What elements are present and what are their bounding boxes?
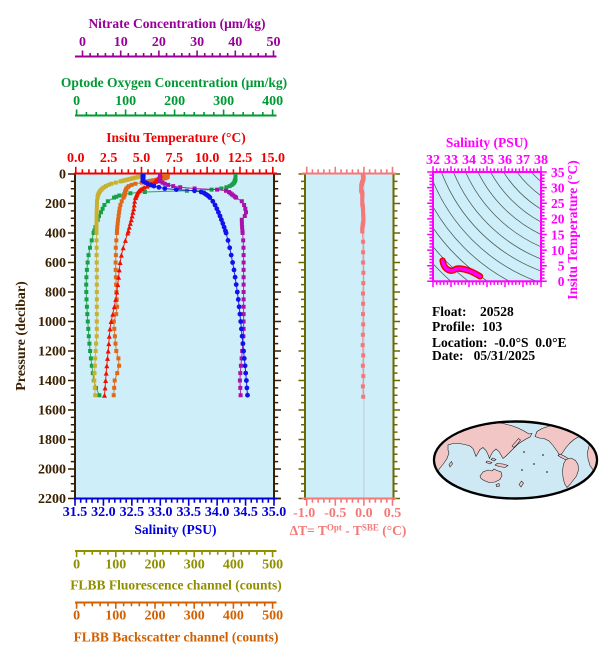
svg-text:Float: 20528: Float: 20528 [432, 304, 514, 319]
svg-text:400: 400 [262, 94, 283, 109]
svg-text:0: 0 [73, 558, 80, 573]
svg-text:20: 20 [551, 212, 565, 227]
svg-text:15.0: 15.0 [261, 151, 286, 166]
svg-text:Salinity (PSU): Salinity (PSU) [446, 135, 528, 150]
svg-text:34: 34 [462, 153, 476, 168]
svg-text:50: 50 [267, 35, 281, 50]
svg-text:0: 0 [73, 609, 80, 624]
svg-text:0: 0 [73, 94, 80, 109]
svg-text:100: 100 [115, 94, 136, 109]
svg-text:25: 25 [551, 196, 565, 211]
svg-text:33.0: 33.0 [148, 505, 173, 520]
svg-text:200: 200 [145, 609, 166, 624]
svg-text:1000: 1000 [38, 315, 66, 330]
svg-text:200: 200 [145, 558, 166, 573]
svg-text:31.5: 31.5 [63, 505, 88, 520]
svg-text:500: 500 [262, 558, 283, 573]
svg-text:400: 400 [223, 609, 244, 624]
svg-text:5.0: 5.0 [133, 151, 151, 166]
svg-text:1200: 1200 [38, 345, 66, 360]
svg-text:7.5: 7.5 [166, 151, 184, 166]
svg-text:10.0: 10.0 [195, 151, 220, 166]
svg-text:ΔT= TOpt - TSBE (°C): ΔT= TOpt - TSBE (°C) [290, 523, 407, 539]
svg-text:2000: 2000 [38, 463, 66, 478]
svg-text:Location: -0.0°S 0.0°E: Location: -0.0°S 0.0°E [432, 335, 567, 350]
svg-text:0.5: 0.5 [384, 506, 402, 521]
svg-text:10: 10 [551, 243, 565, 258]
svg-text:400: 400 [223, 558, 244, 573]
svg-text:Insitu Temperature (°C): Insitu Temperature (°C) [565, 160, 580, 299]
svg-text:300: 300 [184, 609, 205, 624]
svg-text:2.5: 2.5 [100, 151, 118, 166]
svg-text:12.5: 12.5 [228, 151, 253, 166]
svg-text:33: 33 [444, 153, 458, 168]
svg-text:20: 20 [152, 35, 166, 50]
svg-text:1400: 1400 [38, 374, 66, 389]
svg-text:200: 200 [164, 94, 185, 109]
svg-text:15: 15 [551, 227, 565, 242]
svg-text:FLBB Fluorescence channel (cou: FLBB Fluorescence channel (counts) [70, 578, 282, 593]
svg-text:35.0: 35.0 [262, 505, 287, 520]
svg-text:38: 38 [534, 153, 548, 168]
svg-text:34.0: 34.0 [205, 505, 230, 520]
svg-text:0.0: 0.0 [67, 151, 85, 166]
svg-text:36: 36 [498, 153, 512, 168]
svg-text:200: 200 [45, 197, 66, 212]
svg-text:Date: 05/31/2025: Date: 05/31/2025 [432, 348, 535, 363]
svg-text:2200: 2200 [38, 492, 66, 507]
svg-text:Nitrate Concentration (μm/kg): Nitrate Concentration (μm/kg) [88, 16, 265, 31]
svg-text:100: 100 [105, 609, 126, 624]
svg-text:30: 30 [190, 35, 204, 50]
svg-text:32.0: 32.0 [91, 505, 116, 520]
svg-text:5: 5 [558, 259, 565, 274]
svg-text:10: 10 [114, 35, 128, 50]
svg-text:-1.0: -1.0 [293, 506, 315, 521]
svg-text:600: 600 [45, 256, 66, 271]
svg-text:800: 800 [45, 286, 66, 301]
svg-text:Salinity (PSU): Salinity (PSU) [134, 522, 216, 537]
svg-text:30: 30 [551, 180, 565, 195]
svg-text:0.0: 0.0 [355, 506, 373, 521]
svg-text:0: 0 [79, 35, 86, 50]
svg-text:400: 400 [45, 227, 66, 242]
svg-text:33.5: 33.5 [176, 505, 201, 520]
svg-text:0: 0 [558, 274, 565, 289]
svg-text:-0.5: -0.5 [324, 506, 346, 521]
svg-text:32.5: 32.5 [120, 505, 145, 520]
svg-text:1600: 1600 [38, 404, 66, 419]
svg-text:100: 100 [105, 558, 126, 573]
svg-text:Profile: 103: Profile: 103 [432, 319, 502, 334]
svg-text:32: 32 [426, 153, 440, 168]
svg-text:Pressure (decibar): Pressure (decibar) [14, 281, 29, 391]
svg-text:Insitu Temperature (°C): Insitu Temperature (°C) [106, 130, 245, 145]
svg-text:500: 500 [262, 609, 283, 624]
svg-text:0: 0 [59, 168, 66, 183]
svg-text:Optode Oxygen Concentration (μ: Optode Oxygen Concentration (μm/kg) [61, 75, 287, 90]
svg-text:40: 40 [228, 35, 242, 50]
svg-text:37: 37 [516, 153, 530, 168]
svg-text:300: 300 [184, 558, 205, 573]
svg-text:35: 35 [480, 153, 494, 168]
svg-text:FLBB Backscatter channel (coun: FLBB Backscatter channel (counts) [74, 630, 279, 645]
svg-text:300: 300 [213, 94, 234, 109]
svg-text:1800: 1800 [38, 433, 66, 448]
svg-text:35: 35 [551, 165, 565, 180]
svg-text:34.5: 34.5 [233, 505, 258, 520]
